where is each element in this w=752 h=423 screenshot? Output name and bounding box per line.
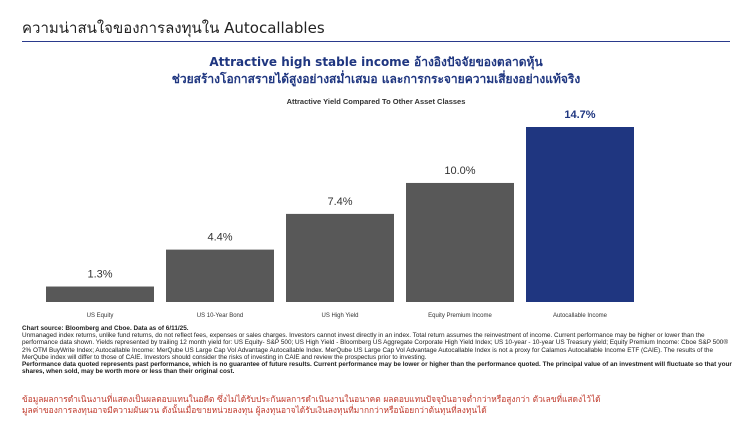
chart-category-labels: US Equity US 10-Year Bond US High Yield Equ… [87,313,608,319]
category-label-autocallable-income: Autocallable Income [553,313,608,319]
title-divider [22,41,730,42]
value-label-us-10-year-bond: 4.4% [207,232,232,244]
bar-us-high-yield [286,213,394,302]
bar-equity-premium-income [406,182,514,302]
performance-footer: Performance data quoted represents past … [22,361,732,376]
bar-autocallable-income [526,127,634,302]
value-label-equity-premium-income: 10.0% [444,165,475,177]
chart-bars [46,127,634,302]
bar-us-10-year-bond [166,249,274,302]
value-label-autocallable-income: 14.7% [564,109,595,121]
headline-line-2: ช่วยสร้างโอกาสรายได้สูงอย่างสม่ำเสมอ และ… [171,72,581,86]
category-label-equity-premium-income: Equity Premium Income [428,313,492,319]
chart-title: Attractive Yield Compared To Other Asset… [286,97,466,106]
chart-source-notes: Chart source: Bloomberg and Cboe. Data a… [22,325,734,375]
category-label-us-equity: US Equity [87,313,114,319]
disclaimer-line-1: ข้อมูลผลการดำเนินงานที่แสดงเป็นผลตอบแทนใ… [22,394,601,404]
value-label-us-equity: 1.3% [87,269,112,281]
chart-value-labels: 1.3% 4.4% 7.4% 10.0% 14.7% [87,109,595,281]
category-label-us-high-yield: US High Yield [321,313,358,319]
source-body: Unmanaged index returns, unlike fund ret… [22,332,729,361]
value-label-us-high-yield: 7.4% [327,196,352,208]
headline-line-1: Attractive high stable income อ้างอิงปัจ… [209,55,543,69]
slide-title: ความน่าสนใจของการลงทุนใน Autocallables [22,19,325,37]
category-label-us-10-year-bond: US 10-Year Bond [197,313,243,319]
bar-us-equity [46,286,154,302]
disclaimer-line-2: มูลค่าของการลงทุนอาจมีความผันผวน ดังนั้น… [22,405,487,415]
source-heading: Chart source: Bloomberg and Cboe. Data a… [22,325,189,332]
thai-disclaimer: ข้อมูลผลการดำเนินงานที่แสดงเป็นผลตอบแทนใ… [22,394,734,416]
